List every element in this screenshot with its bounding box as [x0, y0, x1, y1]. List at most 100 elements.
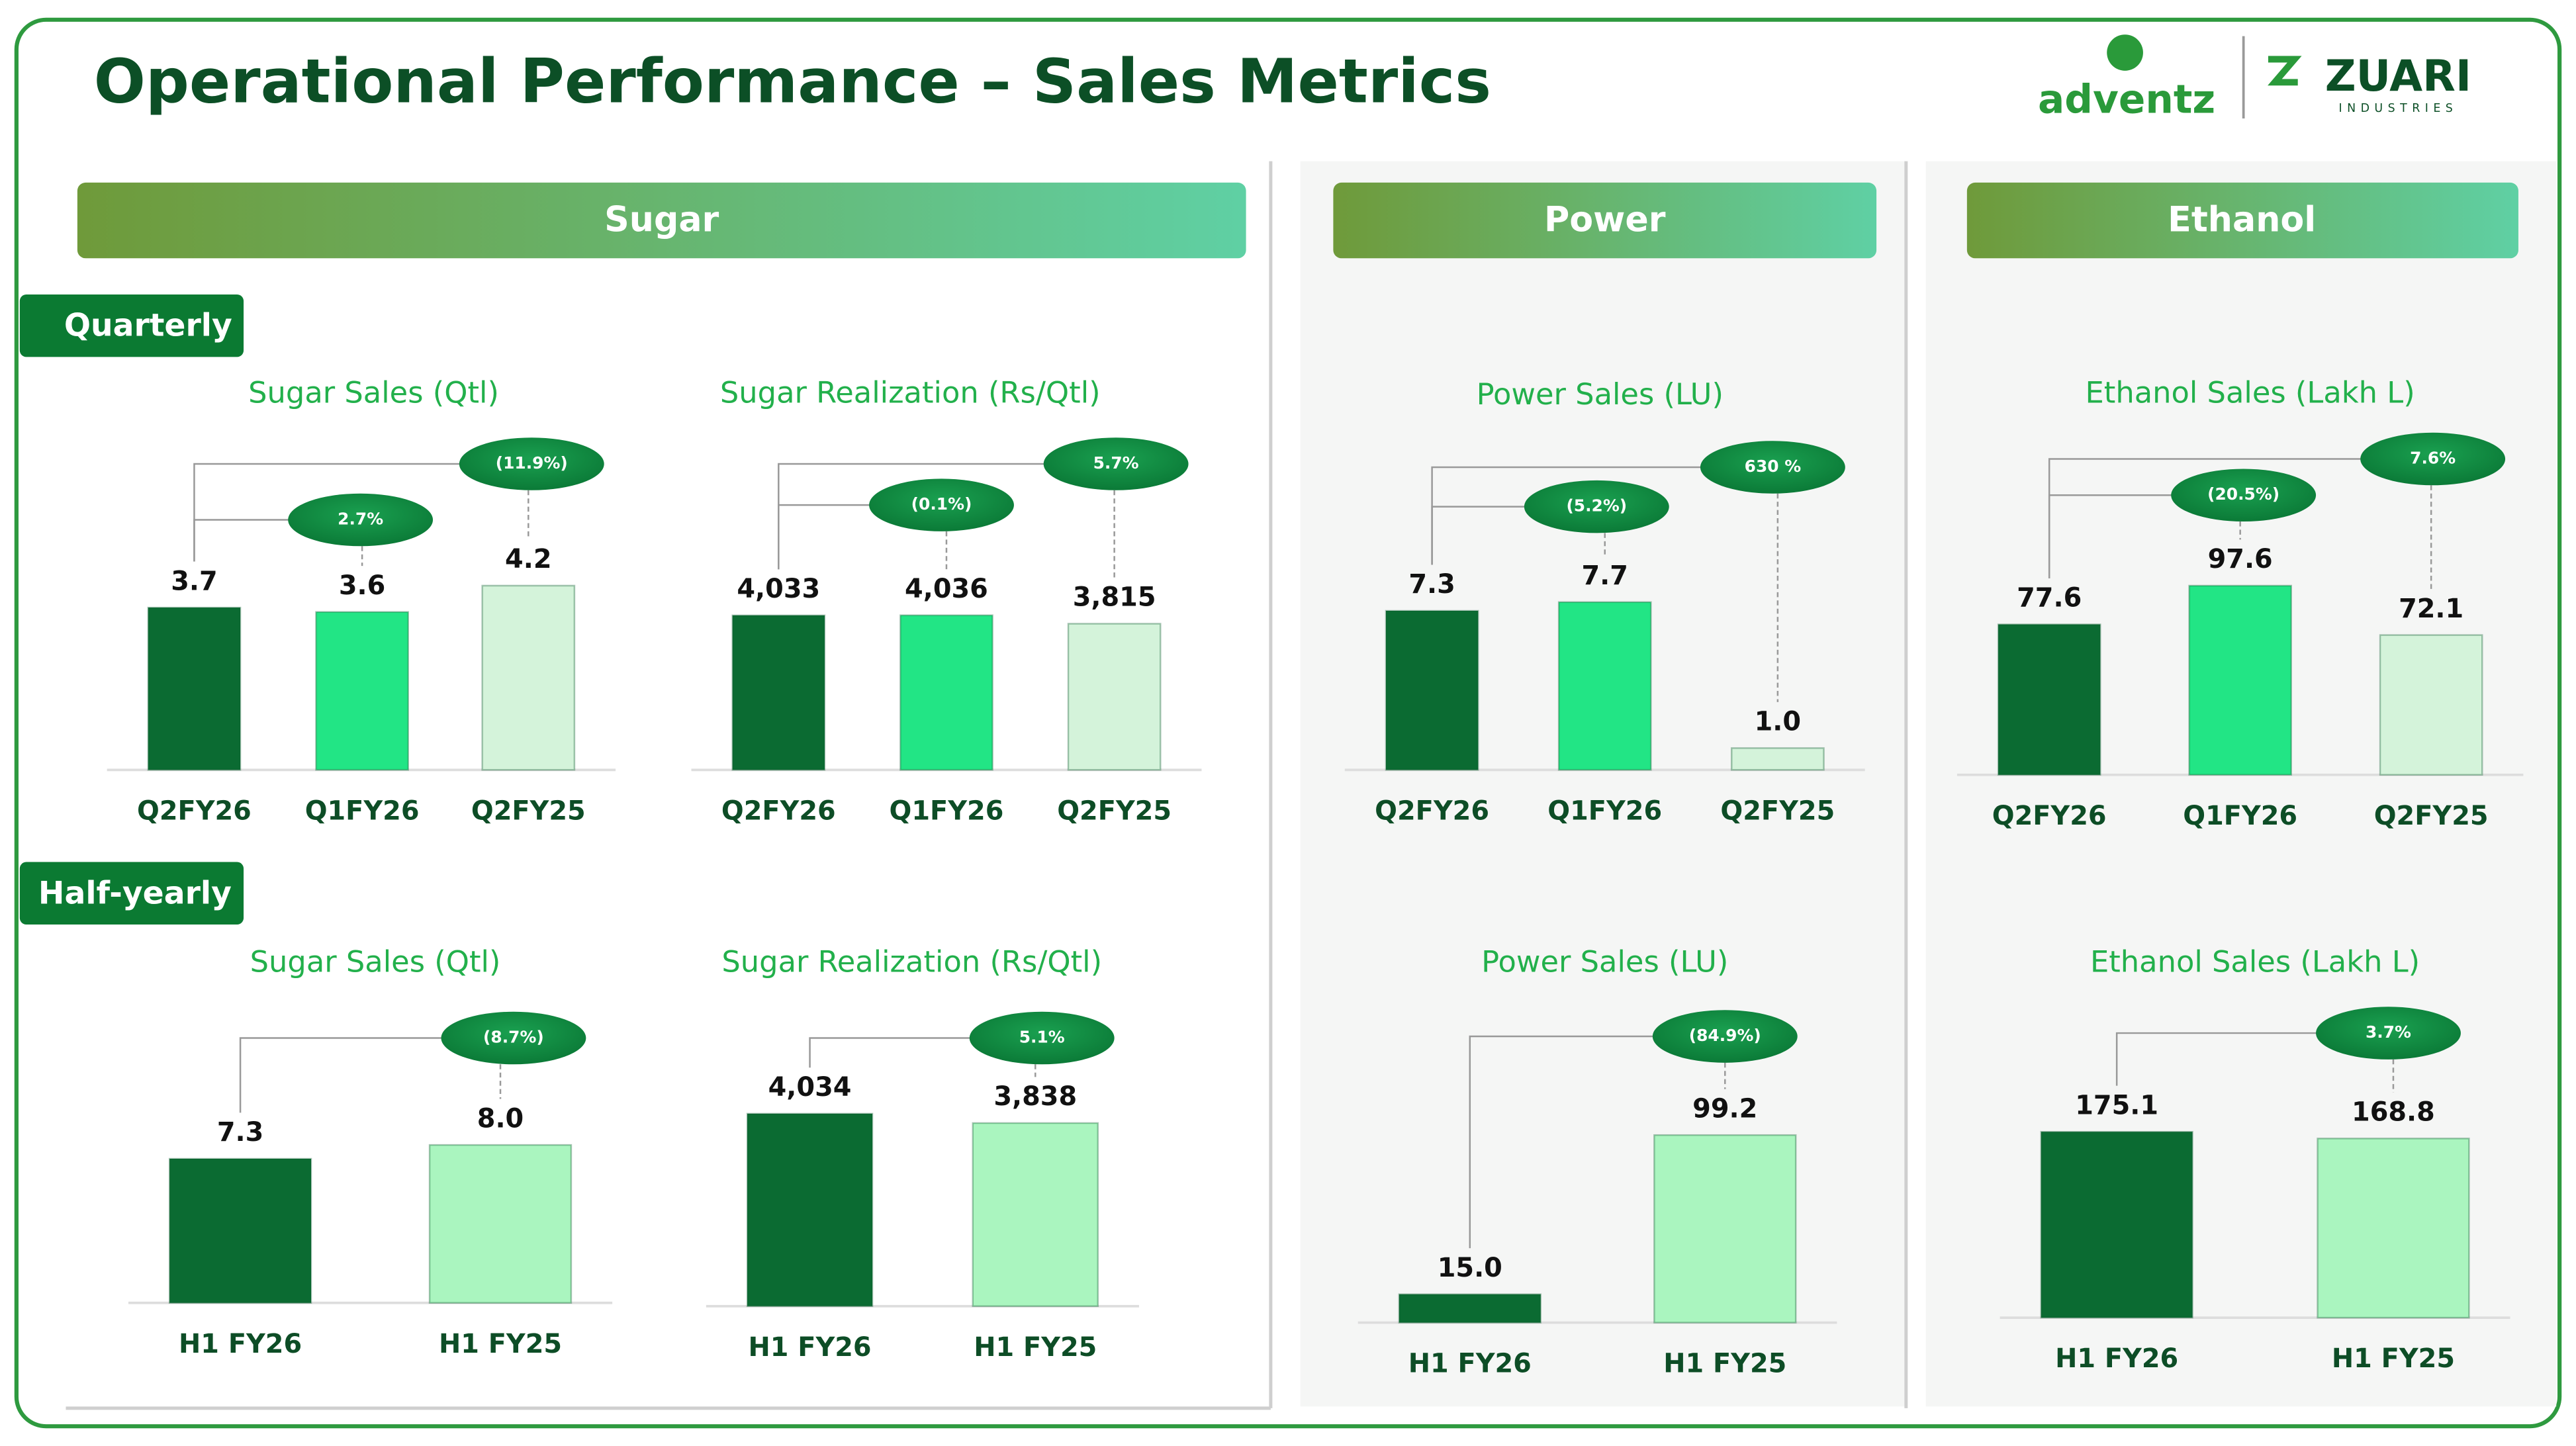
chart-title: Sugar Sales (Qtl): [248, 375, 499, 410]
growth-bubble: [1043, 437, 1189, 490]
bracket: [239, 1037, 514, 1113]
growth-label: 3.7%: [2366, 1022, 2411, 1042]
logo-tagline: INDUSTRIES: [2339, 102, 2458, 115]
section-title: Sugar: [604, 201, 719, 240]
growth-label: 630 %: [1745, 457, 1802, 476]
category-label: Q2FY26: [1992, 801, 2107, 831]
growth-bubble: [441, 1011, 586, 1065]
growth-bubble: [969, 1011, 1115, 1065]
category-label: H1 FY26: [748, 1332, 871, 1363]
growth-label: (8.7%): [483, 1028, 544, 1047]
growth-bubble: [869, 478, 1014, 531]
value-label: 3,838: [993, 1081, 1077, 1112]
growth-bubble: [1652, 1010, 1798, 1063]
logo-company: ZUARI: [2325, 52, 2471, 101]
bar: [2379, 634, 2483, 776]
value-label: 4,034: [768, 1072, 852, 1103]
slide-title: Operational Performance – Sales Metrics: [94, 46, 1491, 117]
growth-label: 5.7%: [1093, 453, 1139, 473]
category-label: H1 FY25: [439, 1329, 562, 1359]
growth-bubble: [1700, 441, 1845, 494]
bar: [1067, 623, 1162, 771]
chart-title: Power Sales (LU): [1481, 944, 1728, 979]
value-label: 15.0: [1438, 1253, 1502, 1283]
category-label: H1 FY26: [1408, 1349, 1532, 1379]
value-label: 4,036: [905, 574, 988, 604]
bracket: [1431, 466, 1773, 565]
growth-bubble: [2316, 1007, 2461, 1060]
growth-label: (20.5%): [2207, 484, 2279, 504]
bar: [1557, 601, 1652, 771]
value-label: 77.6: [2017, 583, 2082, 613]
growth-label: 7.6%: [2410, 449, 2456, 468]
bar: [1997, 623, 2101, 776]
bar: [168, 1157, 312, 1304]
category-label: Q2FY25: [2374, 801, 2489, 831]
category-label: H1 FY25: [2332, 1343, 2455, 1374]
value-label: 1.0: [1755, 707, 1801, 737]
logo-brand: adventz: [2038, 77, 2215, 123]
chart-title: Sugar Realization (Rs/Qtl): [721, 944, 1102, 979]
section-title: Ethanol: [2168, 201, 2316, 240]
bar: [972, 1122, 1099, 1307]
growth-label: (5.2%): [1566, 496, 1627, 516]
period-label: Half-yearly: [38, 875, 232, 911]
growth-label: (11.9%): [496, 453, 568, 473]
bar: [315, 611, 409, 771]
value-label: 4,033: [737, 574, 820, 604]
bracket: [193, 463, 532, 562]
growth-label: 2.7%: [338, 510, 383, 529]
category-label: Q2FY25: [1720, 795, 1835, 826]
bar: [731, 614, 826, 771]
bar: [1398, 1293, 1541, 1324]
chart-title: Power Sales (LU): [1477, 377, 1724, 412]
category-label: Q1FY26: [2183, 801, 2297, 831]
value-label: 3.6: [339, 570, 385, 601]
bar: [2188, 584, 2293, 776]
bar: [2317, 1138, 2470, 1319]
category-label: Q2FY25: [1057, 795, 1172, 826]
bar: [1385, 610, 1479, 771]
value-label: 7.7: [1581, 561, 1628, 591]
section-header: [77, 182, 1246, 259]
category-label: H1 FY26: [2055, 1343, 2178, 1374]
chart-title: Ethanol Sales (Lakh L): [2086, 375, 2415, 410]
period-label: Quarterly: [64, 308, 232, 344]
category-label: Q2FY26: [721, 795, 836, 826]
value-label: 3,815: [1073, 582, 1156, 613]
bar: [2040, 1130, 2193, 1319]
bracket: [778, 463, 1117, 570]
value-label: 3.7: [171, 566, 217, 596]
bar: [899, 614, 993, 771]
category-label: Q2FY26: [1375, 795, 1489, 826]
logo-icon: [2107, 34, 2143, 71]
section-title: Power: [1544, 201, 1666, 240]
growth-bubble: [2360, 432, 2506, 486]
value-label: 175.1: [2075, 1090, 2158, 1120]
category-label: H1 FY25: [974, 1332, 1097, 1363]
period-tag: [19, 294, 244, 357]
section-header: [1333, 182, 1877, 259]
power-panel: [1300, 161, 1906, 1407]
category-label: Q2FY25: [471, 795, 586, 826]
bar: [1653, 1134, 1797, 1324]
value-label: 72.1: [2399, 594, 2463, 624]
value-label: 7.3: [217, 1117, 263, 1148]
bar: [147, 606, 242, 771]
category-label: Q1FY26: [890, 795, 1004, 826]
value-label: 7.3: [1408, 569, 1455, 600]
value-label: 8.0: [477, 1103, 524, 1134]
chart-title: Ethanol Sales (Lakh L): [2090, 944, 2420, 979]
growth-bubble: [288, 493, 434, 547]
bar: [481, 584, 576, 771]
category-label: H1 FY25: [1663, 1349, 1786, 1379]
growth-bubble: [1524, 480, 1669, 533]
value-label: 99.2: [1692, 1093, 1757, 1124]
bracket: [809, 1037, 1042, 1068]
growth-label: (84.9%): [1689, 1026, 1761, 1045]
category-label: H1 FY26: [179, 1329, 302, 1359]
bar: [428, 1144, 573, 1304]
growth-label: (0.1%): [911, 494, 972, 514]
section-header: [1966, 182, 2518, 259]
